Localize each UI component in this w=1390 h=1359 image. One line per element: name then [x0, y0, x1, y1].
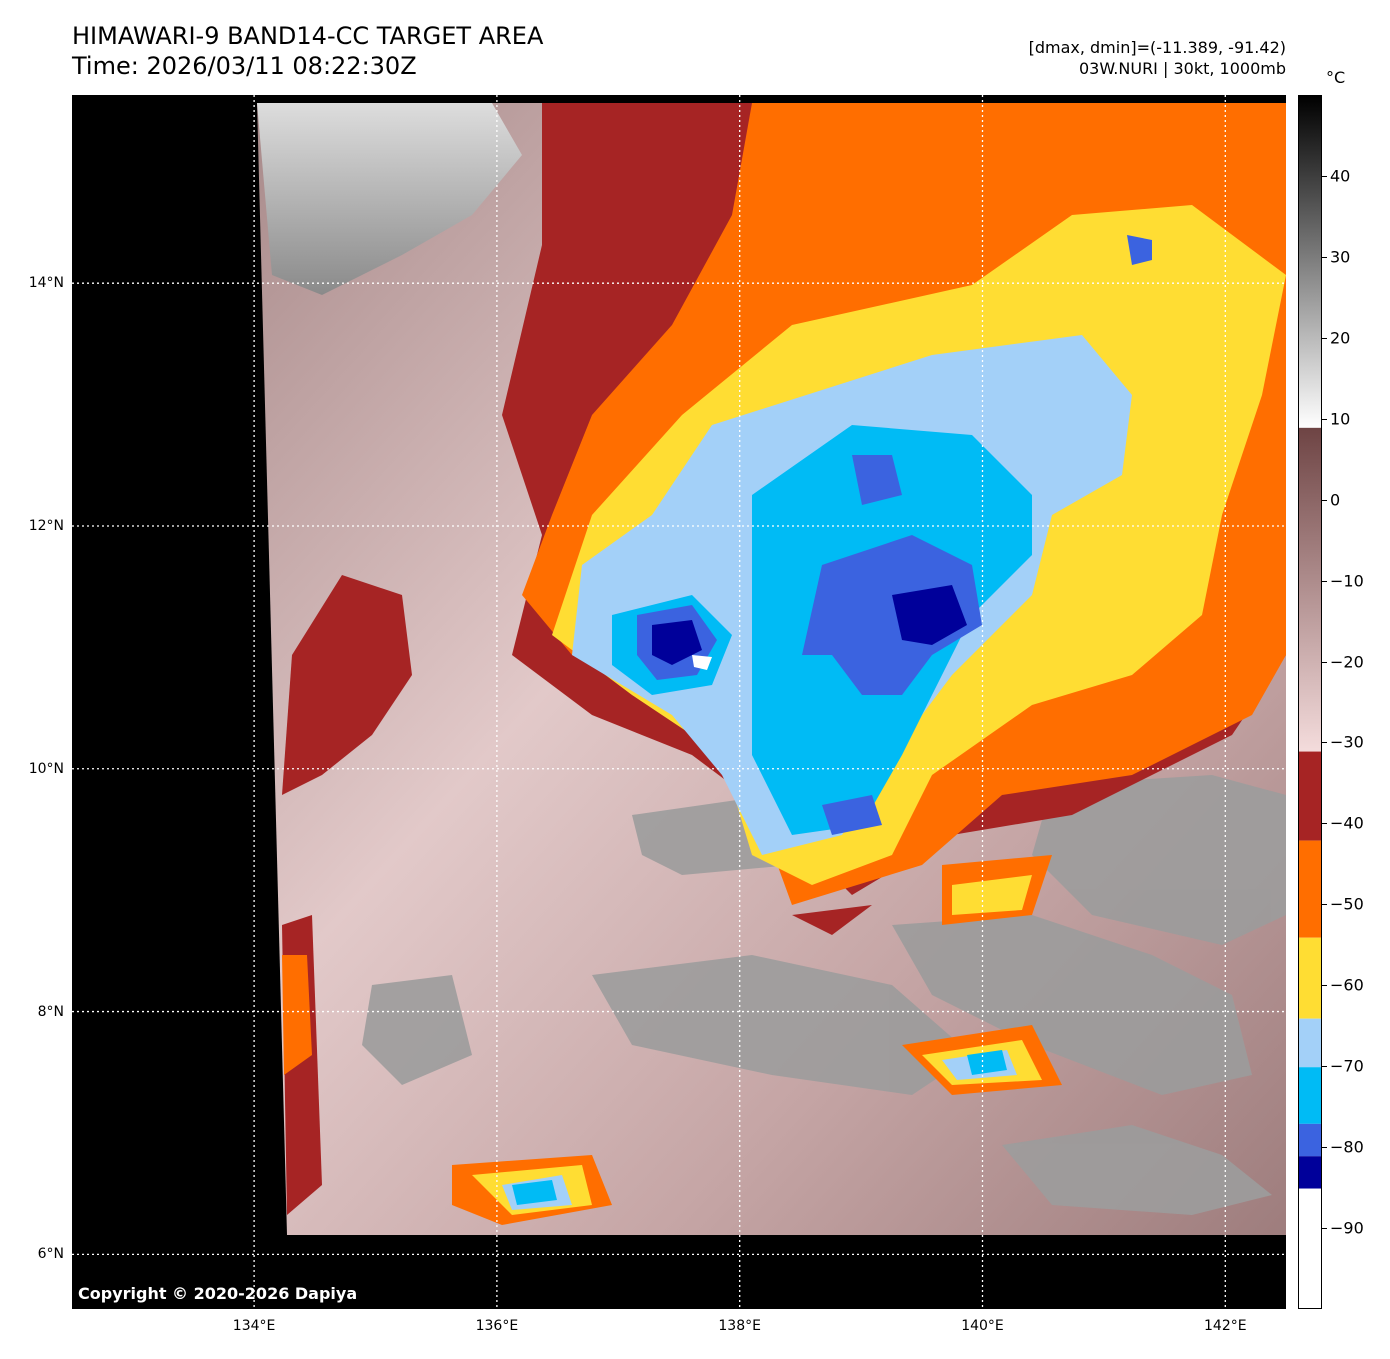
cb-label-minus70: −70 [1330, 1056, 1364, 1076]
cb-label-minus90: −90 [1330, 1218, 1364, 1238]
colorbar-band-6 [1299, 1067, 1321, 1124]
lat-label-8n: 8°N [37, 1003, 64, 1020]
colorbar-unit: °C [1326, 68, 1346, 87]
colorbar-band-1 [1299, 427, 1321, 752]
map-canvas [72, 95, 1286, 1309]
northwest-cloud-field [257, 103, 522, 295]
cb-label-20: 20 [1330, 328, 1351, 348]
cb-label-0: 0 [1330, 490, 1341, 510]
cb-label-minus40: −40 [1330, 813, 1364, 833]
lon-label-140e: 140°E [961, 1318, 1004, 1334]
colorbar-tick-mark [1322, 175, 1327, 177]
lon-label-134e: 134°E [232, 1318, 276, 1334]
colorbar-tick-mark [1322, 1147, 1327, 1149]
satellite-swath [257, 103, 1286, 1235]
colorbar-tick-mark [1322, 1228, 1327, 1230]
satellite-map: Copyright © 2020-2026 Dapiya [72, 95, 1286, 1309]
colorbar-tick-mark [1322, 580, 1327, 582]
cb-label-30: 30 [1330, 247, 1351, 267]
colorbar-band-9 [1299, 1188, 1321, 1308]
lat-label-6n: 6°N [37, 1246, 64, 1263]
colorbar-band-3 [1299, 840, 1321, 938]
colorbar-tick-mark [1322, 256, 1327, 258]
storm-info: 03W.NURI | 30kt, 1000mb [1078, 59, 1286, 78]
copyright-text: Copyright © 2020-2026 Dapiya [78, 1284, 358, 1303]
cb-label-10: 10 [1330, 409, 1351, 429]
colorbar-tick-mark [1322, 985, 1327, 987]
coldest-pixels [692, 655, 712, 670]
colorbar-tick-mark [1322, 337, 1327, 339]
title-line-2: Time: 2026/03/11 08:22:30Z [72, 52, 417, 80]
dmax-dmin-readout: [dmax, dmin]=(-11.389, -91.42) [1028, 38, 1286, 57]
lat-lon-gridlines [72, 95, 1286, 1309]
colorbar-band-7 [1299, 1123, 1321, 1157]
colorbar-band-8 [1299, 1156, 1321, 1189]
colorbar-tick-mark [1322, 418, 1327, 420]
colorbar-band-2 [1299, 751, 1321, 841]
colorbar [1298, 95, 1322, 1309]
colorbar-tick-mark [1322, 742, 1327, 744]
cb-label-minus80: −80 [1330, 1137, 1364, 1157]
cb-label-40: 40 [1330, 166, 1351, 186]
colorbar-tick-mark [1322, 661, 1327, 663]
cb-label-minus10: −10 [1330, 571, 1364, 591]
cb-label-minus20: −20 [1330, 652, 1364, 672]
lon-label-142e: 142°E [1204, 1318, 1247, 1334]
lat-label-14n: 14°N [28, 275, 64, 292]
colorbar-tick-mark [1322, 823, 1327, 825]
cb-label-minus30: −30 [1330, 732, 1364, 752]
colorbar-band-0 [1299, 96, 1321, 428]
cb-label-minus50: −50 [1330, 894, 1364, 914]
colorbar-band-5 [1299, 1018, 1321, 1068]
lat-label-10n: 10°N [28, 760, 64, 777]
lon-label-138e: 138°E [718, 1318, 761, 1334]
navy-cloud-area [652, 585, 967, 665]
lon-label-136e: 136°E [475, 1318, 519, 1334]
lat-label-12n: 12°N [28, 517, 64, 534]
colorbar-tick-mark [1322, 904, 1327, 906]
colorbar-band-4 [1299, 937, 1321, 1019]
title-line-1: HIMAWARI-9 BAND14-CC TARGET AREA [72, 22, 544, 50]
colorbar-bands [1299, 96, 1321, 1308]
colorbar-tick-mark [1322, 1066, 1327, 1068]
cb-label-minus60: −60 [1330, 975, 1364, 995]
colorbar-tick-mark [1322, 499, 1327, 501]
